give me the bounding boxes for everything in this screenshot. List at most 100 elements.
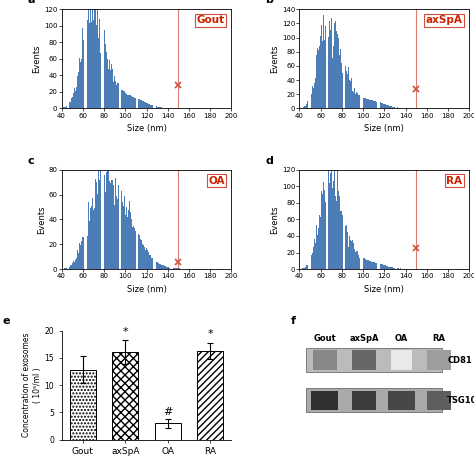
Bar	[72, 97, 73, 109]
Bar	[367, 99, 368, 109]
Bar	[114, 76, 115, 109]
Bar	[385, 266, 386, 269]
Text: RA: RA	[432, 334, 445, 343]
Bar	[162, 265, 163, 269]
Bar	[107, 171, 108, 269]
Bar	[348, 247, 349, 269]
Bar	[344, 207, 345, 269]
Bar	[368, 260, 369, 269]
Bar	[385, 104, 386, 109]
Bar	[313, 247, 314, 269]
Bar	[374, 262, 375, 269]
Bar	[71, 265, 72, 269]
Bar	[387, 266, 388, 269]
Bar	[73, 261, 74, 269]
Bar	[392, 107, 393, 109]
Bar	[332, 188, 333, 269]
Bar	[67, 267, 68, 269]
Bar	[349, 236, 350, 269]
Bar	[301, 268, 302, 269]
Bar	[354, 88, 355, 109]
Bar	[98, 38, 99, 109]
Bar	[338, 191, 339, 269]
Bar	[359, 95, 360, 109]
Bar	[386, 105, 387, 109]
Bar	[95, 179, 96, 269]
Bar	[308, 265, 309, 269]
Bar	[310, 94, 311, 109]
Bar	[64, 107, 65, 109]
Bar	[363, 258, 364, 269]
Bar	[104, 175, 105, 269]
Bar	[106, 52, 107, 109]
Bar	[351, 78, 352, 109]
Bar	[372, 262, 373, 269]
Bar	[132, 97, 133, 109]
Bar	[379, 102, 380, 109]
Bar	[373, 101, 374, 109]
Bar	[127, 95, 128, 109]
Text: axSpA: axSpA	[426, 15, 463, 25]
Bar	[155, 106, 156, 109]
Bar	[335, 196, 336, 269]
Bar	[69, 102, 70, 109]
Bar	[318, 50, 319, 109]
Bar	[334, 158, 335, 269]
Bar	[388, 105, 389, 109]
Bar	[145, 103, 146, 109]
Bar	[96, 181, 97, 269]
Bar	[358, 255, 359, 269]
Bar	[351, 241, 352, 269]
Bar	[384, 265, 385, 269]
Bar	[308, 101, 309, 109]
Bar	[314, 239, 315, 269]
Bar	[373, 262, 374, 269]
Bar	[346, 74, 347, 109]
Bar	[92, 198, 93, 269]
Bar	[141, 240, 142, 269]
Bar	[336, 202, 337, 269]
Bar	[90, 8, 91, 109]
Bar	[303, 268, 304, 269]
Bar	[322, 41, 323, 109]
X-axis label: Size (nm): Size (nm)	[127, 124, 166, 133]
Bar	[316, 225, 317, 269]
Bar	[92, 6, 93, 109]
Bar	[324, 40, 325, 109]
Bar	[118, 83, 119, 109]
Bar	[110, 70, 111, 109]
Text: Gout: Gout	[313, 334, 336, 343]
Bar	[148, 104, 149, 109]
Bar	[306, 348, 442, 372]
Bar	[106, 173, 107, 269]
Bar	[345, 66, 346, 109]
Bar	[142, 244, 143, 269]
Bar	[157, 107, 158, 109]
Bar	[382, 103, 383, 109]
Bar	[73, 93, 74, 109]
Bar	[367, 260, 368, 269]
Bar	[172, 268, 173, 269]
Bar	[100, 53, 101, 109]
Bar	[371, 262, 372, 269]
Text: b: b	[265, 0, 273, 5]
Bar	[306, 104, 307, 109]
Bar	[304, 106, 305, 109]
Bar	[377, 102, 378, 109]
X-axis label: Size (nm): Size (nm)	[127, 285, 166, 294]
Bar	[302, 268, 303, 269]
Bar	[118, 185, 119, 269]
Bar	[387, 105, 388, 109]
Bar	[102, 191, 103, 269]
Bar	[158, 263, 159, 269]
Bar	[91, 22, 92, 109]
Bar	[334, 23, 335, 109]
Bar	[80, 245, 81, 269]
Bar	[64, 268, 65, 269]
Text: OA: OA	[395, 334, 408, 343]
Bar	[313, 88, 314, 109]
Bar	[124, 91, 125, 109]
Bar	[366, 99, 367, 109]
Bar	[317, 234, 318, 269]
Bar	[120, 191, 121, 269]
